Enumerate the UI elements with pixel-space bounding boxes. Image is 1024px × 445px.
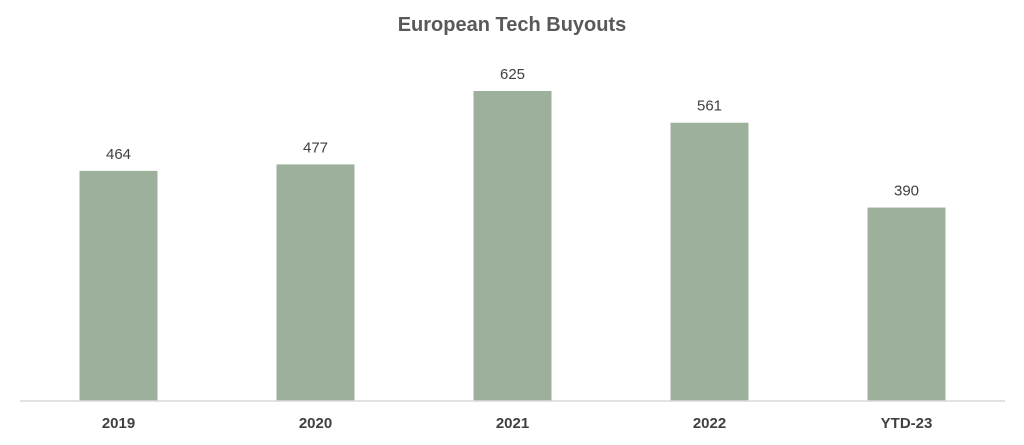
data-label-2022: 561 [697,98,722,115]
data-label-2020: 477 [303,139,328,156]
bar-ytd-23 [867,207,946,401]
data-label-2019: 464 [106,146,131,163]
chart-title: European Tech Buyouts [397,14,627,36]
bar-2021 [473,91,552,401]
data-label-ytd-23: 390 [894,183,919,200]
data-label-2021: 625 [500,66,525,83]
x-tick-label-2019: 2019 [102,415,135,432]
x-tick-label-2020: 2020 [299,415,332,432]
x-tick-label-ytd-23: YTD-23 [881,415,933,432]
x-tick-label-2021: 2021 [496,415,529,432]
x-tick-label-2022: 2022 [693,415,726,432]
bar-2019 [79,170,158,401]
bar-2022 [670,122,749,401]
bar-2020 [276,164,355,401]
